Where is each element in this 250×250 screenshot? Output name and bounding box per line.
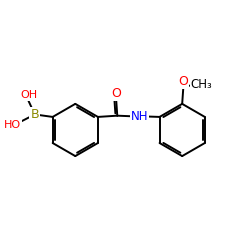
Text: CH₃: CH₃ (190, 78, 212, 91)
Text: O: O (178, 75, 188, 88)
Text: B: B (30, 108, 39, 121)
Text: NH: NH (131, 110, 148, 123)
Text: HO: HO (4, 120, 21, 130)
Text: O: O (112, 87, 122, 100)
Text: OH: OH (20, 90, 37, 100)
